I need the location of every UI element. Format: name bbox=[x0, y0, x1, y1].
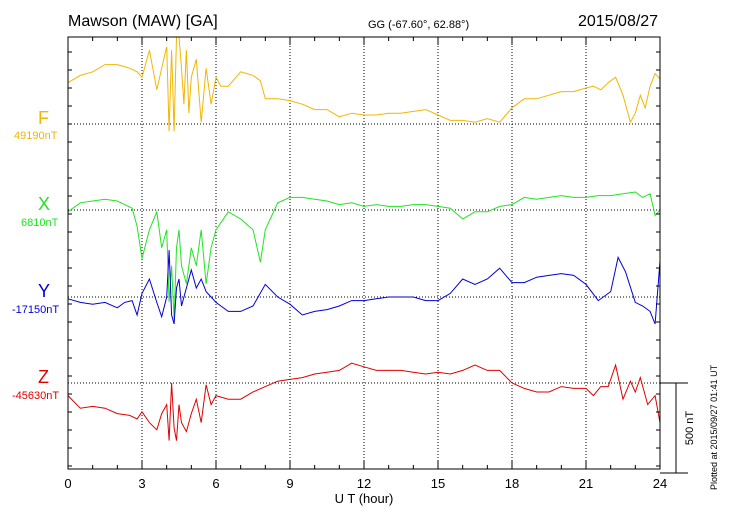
x-tick-label-15: 15 bbox=[431, 476, 445, 491]
scale-bar-label: 500 nT bbox=[684, 411, 696, 446]
series-line-z bbox=[67, 362, 661, 441]
x-tick-label-21: 21 bbox=[579, 476, 593, 491]
plot-date: 2015/08/27 bbox=[578, 13, 659, 30]
x-tick-label-6: 6 bbox=[212, 476, 219, 491]
x-tick-label-18: 18 bbox=[505, 476, 519, 491]
x-tick-label-9: 9 bbox=[286, 476, 293, 491]
x-tick-label-12: 12 bbox=[357, 476, 371, 491]
x-tick-label-0: 0 bbox=[64, 476, 71, 491]
series-line-y bbox=[67, 250, 661, 325]
geographic-coordinates: GG (-67.60°, 62.88°) bbox=[368, 19, 470, 31]
series-line-f bbox=[67, 36, 661, 132]
station-title: Mawson (MAW) [GA] bbox=[68, 13, 218, 30]
baseline-label-y: -17150nT bbox=[12, 304, 60, 316]
series-label-f: F bbox=[38, 108, 49, 128]
series-label-y: Y bbox=[38, 281, 51, 301]
baseline-label-x: 6810nT bbox=[21, 217, 59, 229]
baseline-label-z: -45630nT bbox=[12, 390, 60, 402]
series-label-x: X bbox=[38, 194, 51, 214]
x-tick-label-3: 3 bbox=[138, 476, 145, 491]
baseline-label-f: 49190nT bbox=[14, 130, 58, 142]
x-axis-label: U T (hour) bbox=[335, 491, 394, 506]
series-line-x bbox=[67, 191, 661, 320]
series-label-z: Z bbox=[38, 367, 49, 387]
x-tick-label-24: 24 bbox=[653, 476, 667, 491]
